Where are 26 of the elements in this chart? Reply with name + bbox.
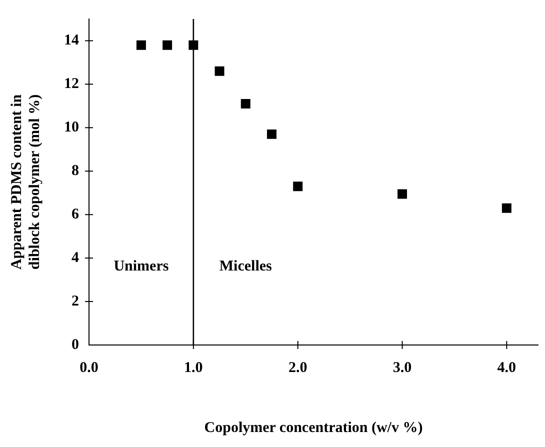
y-tick-label: 8 (72, 163, 79, 180)
x-tick-label: 4.0 (497, 360, 516, 376)
point (240, 99, 250, 109)
point (214, 66, 224, 76)
point (162, 40, 172, 50)
y-tick-label: 10 (64, 120, 79, 136)
y-tick-label: 0 (72, 336, 79, 353)
annotation: Micelles (219, 258, 272, 275)
annotation: Unimers (114, 258, 169, 275)
y-tick-label: 6 (72, 206, 80, 222)
x-tick-label: 1.0 (184, 360, 203, 376)
point (398, 189, 407, 199)
x-tick-label: 3.0 (392, 360, 412, 376)
y-tick-label: 14 (64, 32, 80, 49)
point (136, 40, 146, 50)
point (293, 182, 303, 192)
x-axis-title: Copolymer concentration (w/v %) (204, 420, 423, 436)
point (188, 40, 198, 50)
y-tick-label: 12 (64, 76, 79, 92)
y-tick-label: 2 (72, 293, 79, 310)
x-tick-label: 2.0 (288, 360, 308, 376)
y-axis-title: Apparent PDMS content in diblock copolymer (mol %) (8, 94, 43, 270)
x-tick-label: 0.0 (80, 360, 98, 376)
y-tick-label: 4 (72, 250, 80, 266)
point (266, 129, 276, 139)
point (502, 203, 512, 213)
